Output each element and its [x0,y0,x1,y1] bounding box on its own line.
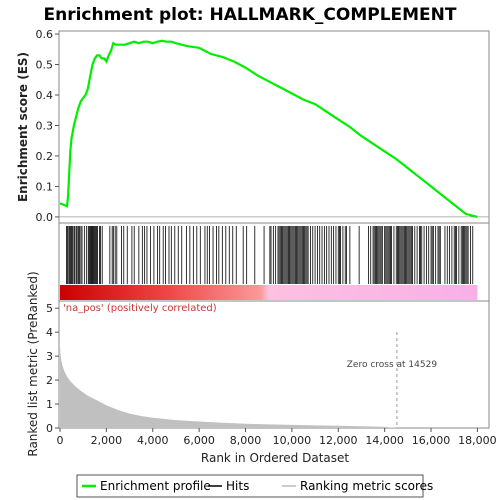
ranking-metric-area [60,346,478,428]
legend-hits-label: Hits [226,479,249,493]
legend-metric-label: Ranking metric scores [300,479,433,493]
x-tick-label: 12,000 [319,434,358,447]
es-y-ticks: 0.0 0.1 0.2 0.3 0.4 0.5 0.6 [36,28,59,224]
metric-y-axis-label: Ranked list metric (PreRanked) [26,271,40,456]
legend: Enrichment profile Hits Ranking metric s… [76,474,433,498]
x-tick-label: 0 [57,434,64,447]
metric-tick-label: 3 [46,350,53,363]
metric-panel-frame [58,300,490,429]
es-tick-label: 0.4 [36,89,54,102]
zero-cross-label: Zero cross at 14529 [347,360,438,370]
es-tick-label: 0.6 [36,28,54,41]
es-tick-label: 0.2 [36,150,54,163]
chart-title: Enrichment plot: HALLMARK_COMPLEMENT [43,5,456,25]
es-tick-label: 0.0 [36,211,54,224]
x-tick-label: 2,000 [91,434,123,447]
legend-box [76,474,424,498]
x-tick-label: 18,000 [458,434,497,447]
x-axis-ticks: 0 2,000 4,000 6,000 8,000 10,000 12,000 14,000 1… [57,428,497,447]
x-tick-label: 10,000 [273,434,312,447]
metric-panel: Zero cross at 14529 'na_pos' (positively… [26,271,497,465]
metric-y-ticks: 0 1 2 3 4 5 [46,302,59,435]
metric-tick-label: 5 [46,302,53,315]
x-axis-label: Rank in Ordered Dataset [201,451,349,465]
x-tick-label: 8,000 [230,434,262,447]
metric-tick-label: 0 [46,422,53,435]
x-tick-label: 6,000 [183,434,215,447]
es-y-axis-label: Enrichment score (ES) [16,52,30,202]
hit-marks [66,226,474,284]
x-tick-label: 14,000 [365,434,404,447]
es-tick-label: 0.5 [36,59,54,72]
hits-panel [58,222,490,302]
positive-correlation-label: 'na_pos' (positively correlated) [63,303,217,314]
x-tick-label: 16,000 [412,434,451,447]
x-tick-label: 4,000 [137,434,169,447]
metric-tick-label: 2 [46,374,53,387]
metric-tick-label: 1 [46,398,53,411]
metric-tick-label: 4 [46,326,53,339]
es-tick-label: 0.1 [36,180,54,193]
enrichment-profile-line [59,39,478,218]
rank-color-bar [60,285,478,300]
es-panel: 0.0 0.1 0.2 0.3 0.4 0.5 0.6 Enrichment score (… [16,28,490,224]
legend-enrichment-label: Enrichment profile [100,479,211,493]
es-tick-label: 0.3 [36,119,54,132]
es-panel-frame [58,30,490,224]
